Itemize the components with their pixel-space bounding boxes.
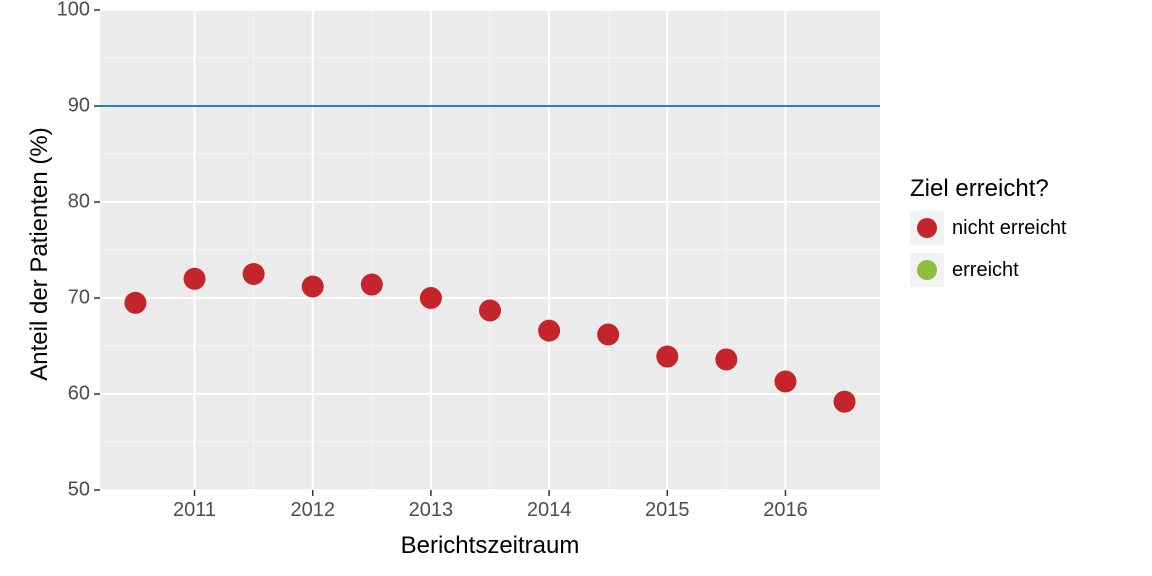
- x-tick-label: 2014: [527, 499, 572, 521]
- data-point: [184, 268, 206, 290]
- y-tick-label: 90: [68, 94, 90, 116]
- x-tick-label: 2016: [763, 499, 808, 521]
- y-tick-label: 70: [68, 286, 90, 308]
- data-point: [834, 391, 856, 413]
- data-point: [420, 287, 442, 309]
- y-tick-label: 60: [68, 382, 90, 404]
- y-tick-label: 80: [68, 190, 90, 212]
- chart-stage: Anteil der Patienten (%) Berichtszeitrau…: [0, 0, 1152, 576]
- chart-panel: 50 60 70 80 90 100 2011 2012 2013 2014 2015 2016: [0, 0, 1152, 576]
- legend-item-label: nicht erreicht: [952, 217, 1067, 240]
- data-point: [656, 346, 678, 368]
- data-point: [479, 299, 501, 321]
- x-tick-label: 2011: [173, 499, 216, 521]
- data-point: [538, 320, 560, 342]
- y-tick-label: 100: [57, 0, 90, 20]
- legend-swatch: [910, 211, 944, 245]
- x-tick-label: 2013: [409, 499, 454, 521]
- data-point: [597, 323, 619, 345]
- data-point: [243, 263, 265, 285]
- data-point: [361, 274, 383, 296]
- x-tick-label: 2015: [645, 499, 690, 521]
- data-point: [774, 371, 796, 393]
- legend-item: nicht erreicht: [910, 211, 1067, 245]
- legend-dot-icon: [917, 260, 937, 280]
- legend-item: erreicht: [910, 253, 1067, 287]
- x-tick-label: 2012: [290, 499, 335, 521]
- data-point: [715, 348, 737, 370]
- y-tick-label: 50: [68, 478, 90, 500]
- legend-swatch: [910, 253, 944, 287]
- legend-item-label: erreicht: [952, 259, 1019, 282]
- legend-dot-icon: [917, 218, 937, 238]
- data-point: [124, 292, 146, 314]
- legend-title: Ziel erreicht?: [910, 175, 1067, 203]
- data-point: [302, 275, 324, 297]
- legend: Ziel erreicht? nicht erreicht erreicht: [910, 175, 1067, 287]
